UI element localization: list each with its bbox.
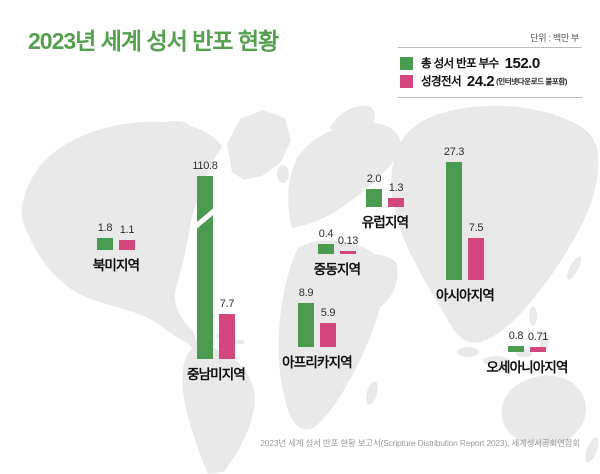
region-label-latin-america: 중남미지역 — [186, 367, 246, 382]
total-value-europe: 2.0 — [366, 173, 382, 185]
source-citation: 2023년 세계 성서 반포 현황 보고서(Scripture Distribu… — [260, 438, 580, 448]
full-bible-value-africa: 5.9 — [320, 307, 336, 319]
full-bible-value-middle-east: 0.13 — [337, 235, 359, 247]
total-bar-middle-east — [318, 244, 334, 254]
total-value-asia: 27.3 — [443, 146, 465, 158]
total-value-middle-east: 0.4 — [318, 228, 334, 240]
region-label-africa: 아프리카지역 — [282, 355, 353, 370]
region-label-oceania: 오세아니아지역 — [486, 360, 568, 375]
total-value-north-america: 1.8 — [97, 222, 113, 234]
legend-row-full-bible: 성경전서 24.2 (인터넷다운로드 불포함) — [400, 72, 582, 90]
region-label-asia: 아시아지역 — [435, 288, 495, 303]
full-bible-bar-oceania — [530, 347, 546, 352]
full-bible-bar-north-america — [119, 240, 135, 250]
legend-total-value: 152.0 — [504, 54, 541, 72]
region-label-europe: 유럽지역 — [361, 215, 409, 230]
full-bible-value-north-america: 1.1 — [119, 224, 135, 236]
legend-row-total: 총 성서 반포 부수 152.0 — [400, 54, 582, 72]
full-bible-value-latin-america: 7.7 — [219, 298, 235, 310]
total-bar-asia — [446, 162, 462, 280]
full-bible-bar-africa — [320, 323, 336, 347]
unit-note: 단위 : 백만 부 — [530, 33, 579, 43]
total-bar-europe — [366, 189, 382, 207]
total-bar-latin-america — [189, 176, 221, 359]
total-bar-oceania — [508, 346, 524, 352]
legend-full-bible-value: 24.2 — [466, 72, 495, 90]
full-bible-value-asia: 7.5 — [468, 222, 484, 234]
full-bible-bar-middle-east — [340, 251, 356, 254]
legend-total-label: 총 성서 반포 부수 — [421, 58, 499, 70]
total-value-africa: 8.9 — [298, 287, 314, 299]
total-value-oceania: 0.8 — [508, 330, 524, 342]
total-value-latin-america: 110.8 — [192, 160, 218, 172]
green-swatch-icon — [400, 56, 413, 70]
legend-full-bible-label: 성경전서 — [421, 76, 462, 88]
full-bible-value-europe: 1.3 — [388, 182, 404, 194]
total-bar-north-america — [97, 238, 113, 250]
legend: 총 성서 반포 부수 152.0 성경전서 24.2 (인터넷다운로드 불포함) — [398, 47, 582, 98]
page-title: 2023년 세계 성서 반포 현황 — [28, 28, 279, 54]
total-bar-africa — [298, 303, 314, 347]
legend-full-bible-note: (인터넷다운로드 불포함) — [496, 76, 568, 86]
full-bible-bar-latin-america — [219, 314, 235, 359]
region-label-middle-east: 중동지역 — [313, 262, 361, 277]
full-bible-bar-asia — [468, 238, 484, 280]
full-bible-value-oceania: 0.71 — [527, 331, 549, 343]
region-label-north-america: 북미지역 — [92, 258, 140, 273]
pink-swatch-icon — [400, 74, 413, 88]
full-bible-bar-europe — [388, 198, 404, 207]
